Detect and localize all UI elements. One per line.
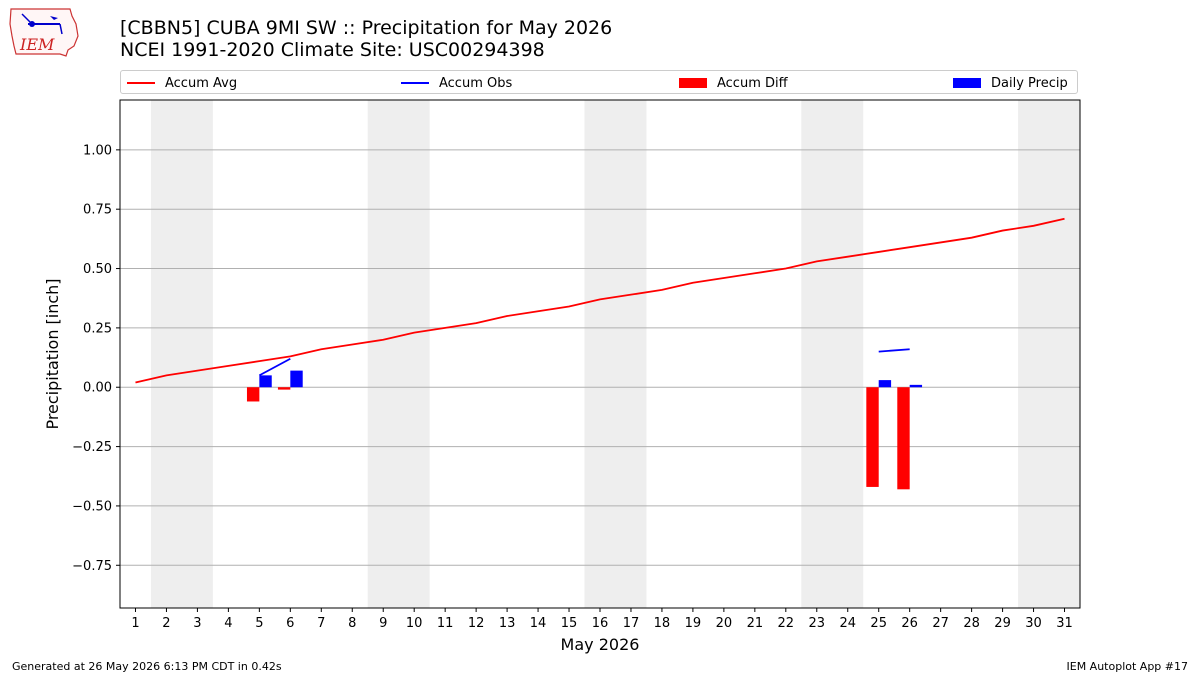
x-tick-label: 27 <box>932 616 949 631</box>
iem-iowa-logo-icon: IEM <box>9 8 79 57</box>
daily-precip-bar <box>909 384 923 388</box>
x-tick-label: 15 <box>561 616 578 631</box>
accum-obs-line <box>258 357 291 377</box>
x-tick-label: 3 <box>193 616 201 631</box>
x-tick-label: 22 <box>778 616 795 631</box>
x-tick-label: 2 <box>162 616 170 631</box>
y-tick-label: 0.00 <box>83 381 112 396</box>
x-tick-label: 24 <box>839 616 856 631</box>
y-tick-label: −0.25 <box>72 440 112 455</box>
legend-label: Daily Precip <box>991 75 1068 91</box>
legend-label: Accum Avg <box>165 75 238 91</box>
chart-title-line1: [CBBN5] CUBA 9MI SW :: Precipitation for… <box>120 17 613 39</box>
legend-label: Accum Obs <box>439 75 513 91</box>
x-tick-label: 10 <box>406 616 423 631</box>
plot-frame <box>119 99 1081 609</box>
x-tick-label: 14 <box>530 616 547 631</box>
legend-item-accum-avg: Accum Avg <box>127 74 237 92</box>
accum-diff-bar <box>246 387 260 402</box>
x-tick-label: 6 <box>286 616 294 631</box>
legend-swatch <box>127 82 155 84</box>
y-tick-label: −0.75 <box>72 559 112 574</box>
x-tick-label: 26 <box>901 616 918 631</box>
chart-legend: Accum Avg Accum Obs Accum Diff Daily Pre… <box>120 70 1078 94</box>
x-tick-label: 20 <box>716 616 733 631</box>
y-tick-label: 0.75 <box>83 203 112 218</box>
footer-generated: Generated at 26 May 2026 6:13 PM CDT in … <box>12 660 282 673</box>
chart-title: [CBBN5] CUBA 9MI SW :: Precipitation for… <box>120 17 612 61</box>
x-tick-label: 1 <box>131 616 139 631</box>
legend-swatch <box>679 78 707 88</box>
x-tick-label: 13 <box>499 616 516 631</box>
weekend-band <box>367 100 430 608</box>
accum-obs-line <box>878 348 910 353</box>
daily-precip-bar <box>878 380 892 388</box>
legend-swatch <box>953 78 981 88</box>
x-tick-label: 12 <box>468 616 485 631</box>
footer-app: IEM Autoplot App #17 <box>1066 660 1189 673</box>
legend-label: Accum Diff <box>717 75 788 91</box>
y-tick-label: 1.00 <box>83 143 112 158</box>
daily-precip-bar <box>259 375 272 388</box>
y-axis-label: Precipitation [inch] <box>43 278 62 429</box>
chart-title-line2: NCEI 1991-2020 Climate Site: USC00294398 <box>120 39 545 61</box>
x-tick-label: 31 <box>1056 616 1073 631</box>
accum-avg-line <box>135 217 1065 384</box>
y-tick-label: −0.50 <box>72 499 112 514</box>
x-tick-label: 28 <box>963 616 980 631</box>
logo-text: IEM <box>19 35 55 54</box>
y-tick-label: 0.50 <box>83 262 112 277</box>
x-tick-label: 30 <box>1025 616 1042 631</box>
x-tick-label: 9 <box>379 616 387 631</box>
x-tick-label: 8 <box>348 616 356 631</box>
legend-item-accum-obs: Accum Obs <box>401 74 512 92</box>
legend-item-daily-precip: Daily Precip <box>953 74 1068 92</box>
x-tick-label: 23 <box>809 616 826 631</box>
x-axis-label: May 2026 <box>561 635 640 654</box>
x-tick-label: 18 <box>654 616 671 631</box>
y-tick-label: 0.25 <box>83 321 112 336</box>
x-tick-label: 5 <box>255 616 263 631</box>
x-tick-label: 17 <box>623 616 640 631</box>
legend-swatch <box>401 82 429 84</box>
x-tick-label: 25 <box>870 616 887 631</box>
accum-diff-bar <box>897 387 910 490</box>
x-tick-label: 29 <box>994 616 1011 631</box>
weekend-band <box>584 100 647 608</box>
x-tick-label: 7 <box>317 616 325 631</box>
x-tick-label: 19 <box>685 616 702 631</box>
legend-item-accum-diff: Accum Diff <box>679 74 788 92</box>
accum-diff-bar <box>277 387 291 390</box>
weekend-band <box>1018 100 1080 608</box>
weekend-band <box>801 100 864 608</box>
weekend-band <box>150 100 213 608</box>
x-tick-label: 11 <box>437 616 454 631</box>
x-tick-label: 21 <box>747 616 764 631</box>
daily-precip-bar <box>290 370 303 388</box>
accum-diff-bar <box>866 387 879 487</box>
iem-logo: IEM <box>8 6 80 58</box>
x-tick-label: 16 <box>592 616 609 631</box>
x-tick-label: 4 <box>224 616 232 631</box>
